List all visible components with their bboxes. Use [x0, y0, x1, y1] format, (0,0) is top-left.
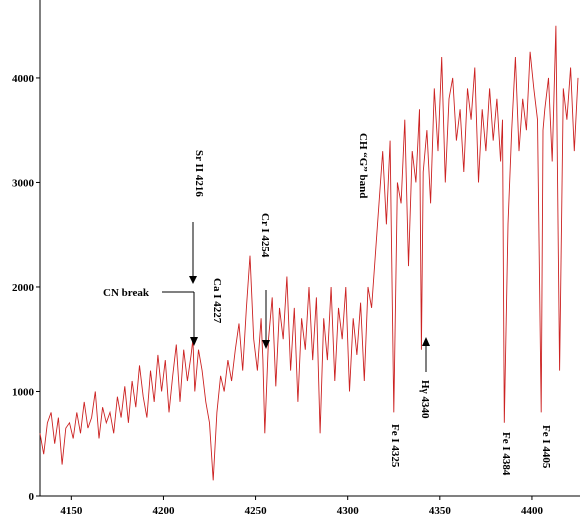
annotations: Sr II 4216 CN break Ca I 4227 Cr I 4254 … [103, 133, 552, 476]
annotation-ch-g-band: CH “G” band [357, 133, 369, 198]
y-tick-label: 0 [29, 491, 35, 503]
x-ticks: 4150 4200 4250 4300 4350 4400 [60, 496, 543, 517]
cr-i-arrow-head [262, 340, 270, 349]
x-tick-label: 4150 [60, 505, 83, 517]
spectrum-series-line [39, 25, 579, 481]
annotation-fe-i-4405: Fe I 4405 [540, 425, 552, 469]
annotation-fe-i-4325: Fe I 4325 [389, 424, 401, 468]
x-tick-label: 4400 [521, 505, 544, 517]
x-tick-label: 4200 [152, 505, 175, 517]
annotation-sr-ii-4216: Sr II 4216 [193, 150, 205, 197]
annotation-fe-i-4384: Fe I 4384 [500, 432, 512, 476]
annotation-ca-i-4227: Ca I 4227 [211, 278, 223, 324]
y-ticks: 0 1000 2000 3000 4000 [12, 73, 40, 503]
annotation-cr-i-4254: Cr I 4254 [259, 213, 271, 258]
y-tick-label: 2000 [12, 282, 35, 294]
x-tick-label: 4300 [337, 505, 360, 517]
cn-break-arrow-head [190, 337, 198, 346]
y-tick-label: 1000 [12, 386, 35, 398]
annotation-cn-break: CN break [103, 287, 150, 299]
hgamma-arrow-head [422, 337, 430, 346]
x-tick-label: 4250 [245, 505, 268, 517]
annotation-hgamma-4340: Hγ 4340 [419, 380, 431, 419]
sr-ii-arrow-head [189, 276, 197, 284]
y-tick-label: 3000 [12, 177, 35, 189]
y-tick-label: 4000 [12, 73, 35, 85]
x-tick-label: 4350 [429, 505, 452, 517]
